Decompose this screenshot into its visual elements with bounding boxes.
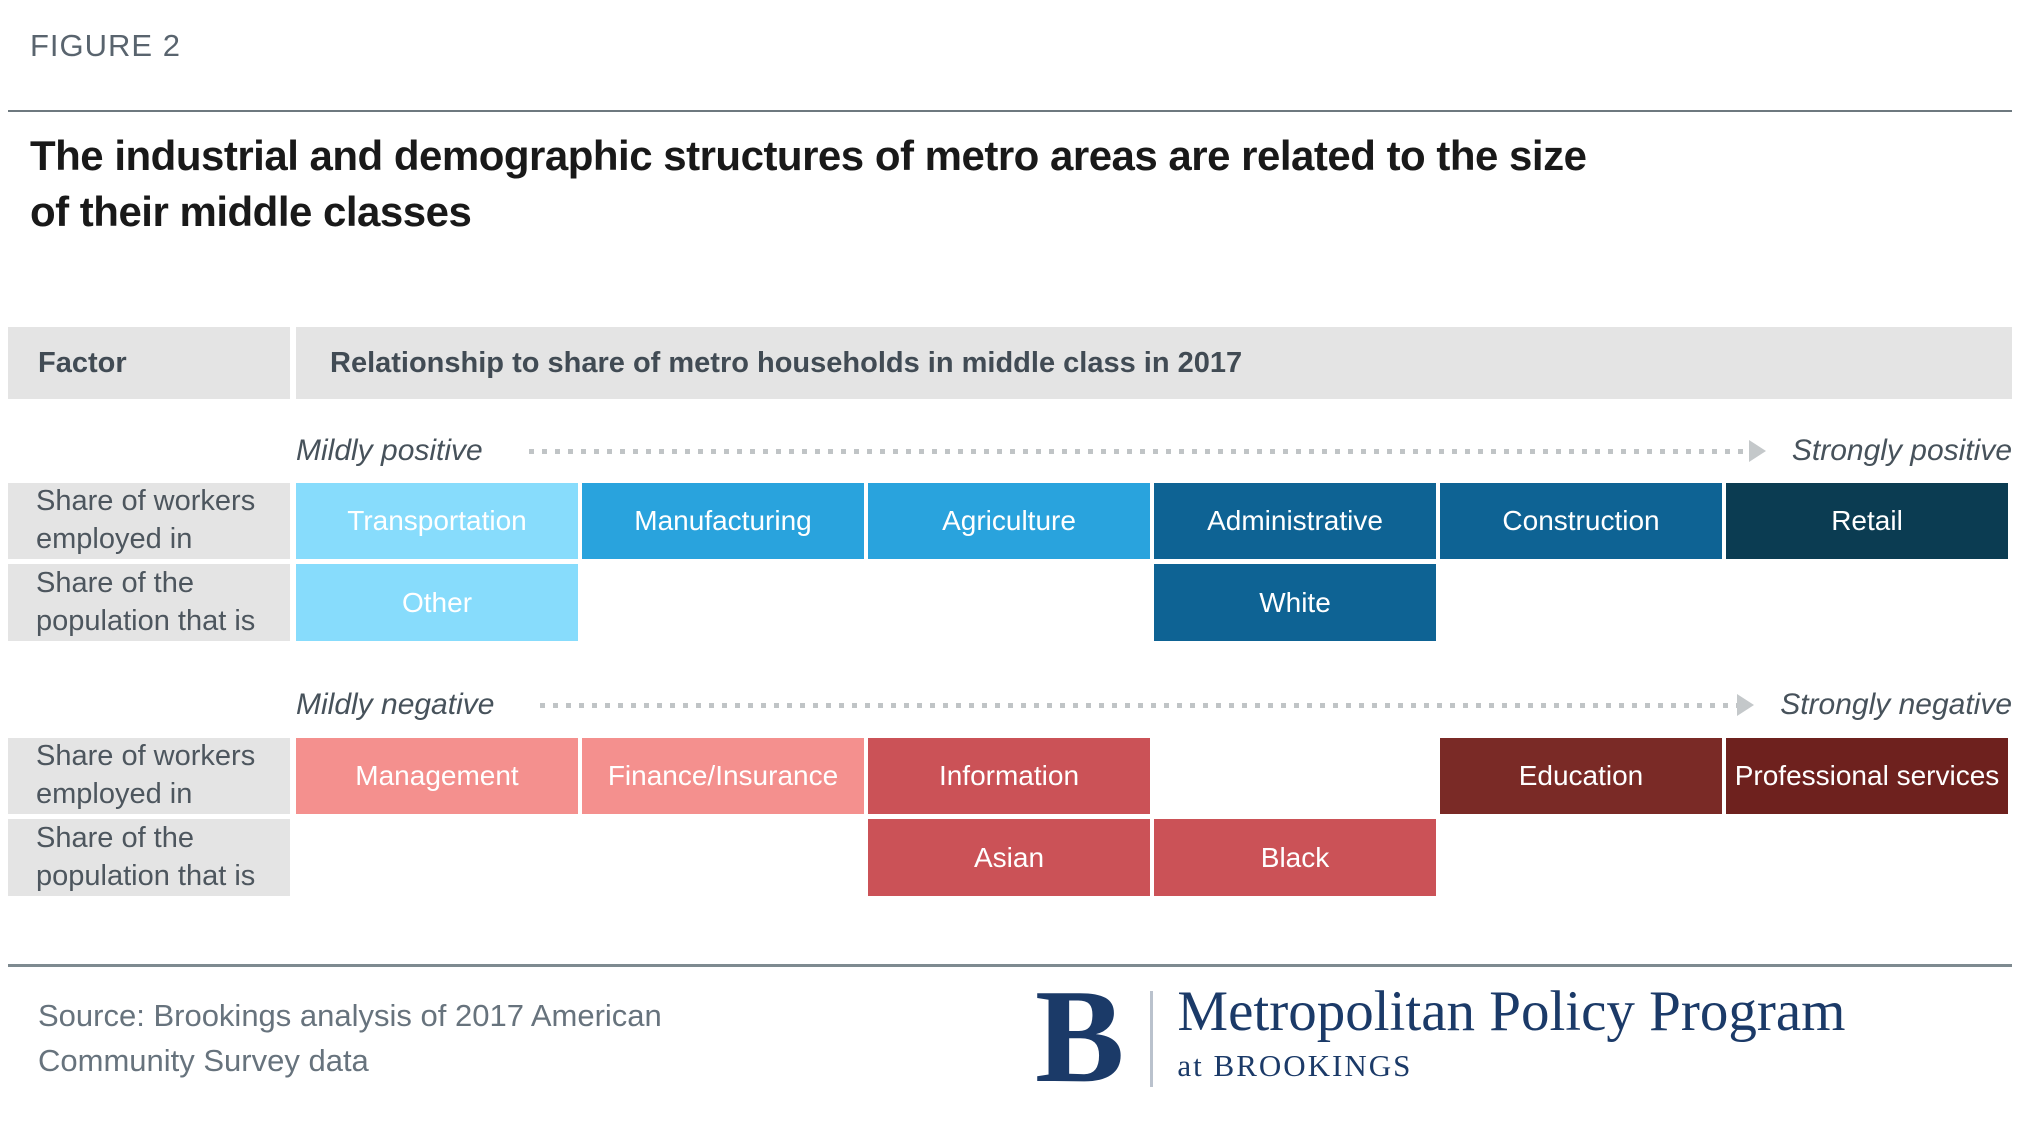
- negative-demographics-bars: Asian Black: [296, 819, 2012, 896]
- bar-retail: Retail: [1726, 483, 2008, 559]
- figure-title-line1: The industrial and demographic structure…: [30, 132, 1587, 179]
- source-line2: Community Survey data: [38, 1042, 369, 1078]
- logo-program-name: Metropolitan Policy Program: [1177, 980, 1846, 1043]
- positive-scale-row: Mildly positive Strongly positive: [296, 429, 2012, 473]
- logo-text: Metropolitan Policy Program at BROOKINGS: [1177, 980, 1846, 1084]
- top-divider: [8, 110, 2012, 112]
- header-relationship-cell: Relationship to share of metro household…: [296, 327, 2012, 399]
- bar-manufacturing: Manufacturing: [582, 483, 864, 559]
- logo-tagline: at BROOKINGS: [1177, 1048, 1413, 1084]
- figure-title: The industrial and demographic structure…: [30, 128, 1587, 241]
- bar-management: Management: [296, 738, 578, 814]
- bar-black: Black: [1154, 819, 1436, 896]
- bar-finance-insurance: Finance/Insurance: [582, 738, 864, 814]
- bar-administrative: Administrative: [1154, 483, 1436, 559]
- figure-number-label: FIGURE 2: [30, 28, 181, 63]
- source-note: Source: Brookings analysis of 2017 Ameri…: [38, 994, 662, 1084]
- bar-professional-services: Professional services: [1726, 738, 2008, 814]
- bar-transportation: Transportation: [296, 483, 578, 559]
- negative-demographics-row: Share of the population that is Asian Bl…: [0, 819, 2018, 896]
- negative-scale-row: Mildly negative Strongly negative: [296, 683, 2012, 727]
- mildly-positive-label: Mildly positive: [296, 434, 483, 467]
- negative-industries-row: Share of workers employed in Management …: [0, 738, 2018, 814]
- bar-education: Education: [1440, 738, 1722, 814]
- row-label-population: Share of the population that is: [8, 564, 290, 641]
- header-factor-cell: Factor: [8, 327, 290, 399]
- positive-demographics-bars: Other White: [296, 564, 2012, 641]
- logo-divider: [1150, 991, 1154, 1087]
- bar-agriculture: Agriculture: [868, 483, 1150, 559]
- arrow-right-icon: [1737, 694, 1755, 716]
- strongly-negative-label: Strongly negative: [1780, 688, 2012, 721]
- bar-construction: Construction: [1440, 483, 1722, 559]
- positive-industries-row: Share of workers employed in Transportat…: [0, 483, 2018, 559]
- strongly-positive-label: Strongly positive: [1791, 434, 2012, 467]
- bar-white: White: [1154, 564, 1436, 641]
- dotted-line: [540, 702, 1738, 708]
- figure-title-line2: of their middle classes: [30, 188, 472, 236]
- row-label-workers: Share of workers employed in: [8, 483, 290, 559]
- arrow-right-icon: [1748, 440, 1766, 462]
- row-label-population: Share of the population that is: [8, 819, 290, 896]
- bar-other: Other: [296, 564, 578, 641]
- brookings-logo: B Metropolitan Policy Program at BROOKIN…: [1035, 962, 1846, 1110]
- mildly-negative-label: Mildly negative: [296, 688, 495, 721]
- dotted-line: [528, 448, 1749, 454]
- source-line1: Source: Brookings analysis of 2017 Ameri…: [38, 998, 662, 1033]
- positive-industries-bars: Transportation Manufacturing Agriculture…: [296, 483, 2012, 559]
- bottom-divider: [8, 964, 2012, 967]
- negative-industries-bars: Management Finance/Insurance Information…: [296, 738, 2012, 814]
- row-label-workers: Share of workers employed in: [8, 738, 290, 814]
- brookings-b-icon: B: [1035, 962, 1125, 1110]
- bar-asian: Asian: [868, 819, 1150, 896]
- bar-information: Information: [868, 738, 1150, 814]
- positive-demographics-row: Share of the population that is Other Wh…: [0, 564, 2018, 641]
